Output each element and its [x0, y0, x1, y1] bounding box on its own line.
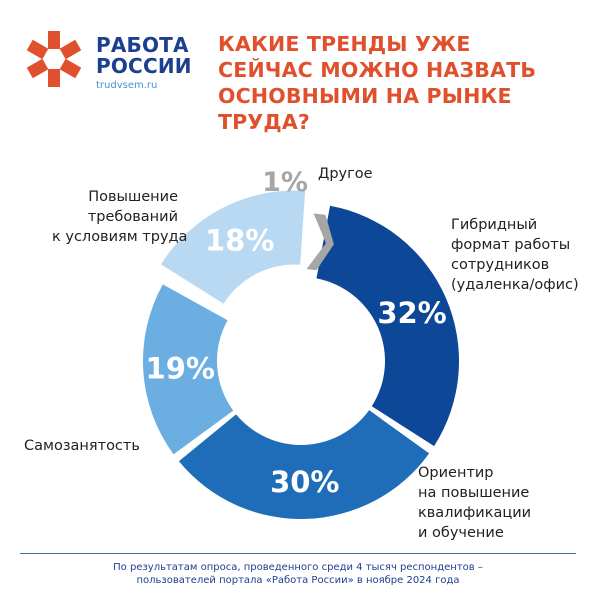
slice-training-value: 30%	[270, 465, 339, 499]
slice-requirements-value: 18%	[205, 224, 274, 258]
slice-training	[178, 410, 430, 519]
title-line: ОСНОВНЫМИ НА РЫНКЕ	[218, 84, 512, 108]
slice-label-requirements: Повышение требований к условиям труда	[52, 189, 188, 245]
slice-label-selfemployed: Самозанятость	[24, 438, 140, 454]
brand-name-line2: РОССИИ	[96, 54, 192, 78]
slice-hybrid	[316, 205, 459, 447]
brand-star-icon	[26, 31, 82, 87]
brand-name-line1: РАБОТА	[96, 33, 189, 57]
footer-divider	[20, 553, 576, 554]
brand-logo: РАБОТА РОССИИ trudvsem.ru	[22, 24, 202, 98]
page-title: КАКИЕ ТРЕНДЫ УЖЕ СЕЙЧАС МОЖНО НАЗВАТЬ ОС…	[218, 31, 578, 135]
slice-label-hybrid: Гибридный формат работы сотрудников (уда…	[451, 217, 579, 293]
slice-label-other: Другое	[318, 166, 373, 182]
slice-other-value: 1%	[262, 167, 308, 198]
slice-selfemployed	[142, 284, 234, 455]
brand-site-link[interactable]: trudvsem.ru	[96, 80, 158, 91]
slice-other	[306, 213, 334, 271]
slice-requirements	[160, 190, 306, 304]
title-line: КАКИЕ ТРЕНДЫ УЖЕ	[218, 32, 471, 56]
footer-note: пользователей портала «Работа России» в …	[136, 575, 460, 586]
slice-selfemployed-value: 19%	[146, 352, 215, 386]
slice-label-training: Ориентир на повышение квалификации и обу…	[418, 465, 532, 541]
title-line: СЕЙЧАС МОЖНО НАЗВАТЬ	[218, 58, 537, 82]
slice-hybrid-value: 32%	[377, 296, 446, 330]
title-line: ТРУДА?	[218, 110, 311, 134]
footer-note: По результатам опроса, проведенного сред…	[113, 562, 483, 573]
